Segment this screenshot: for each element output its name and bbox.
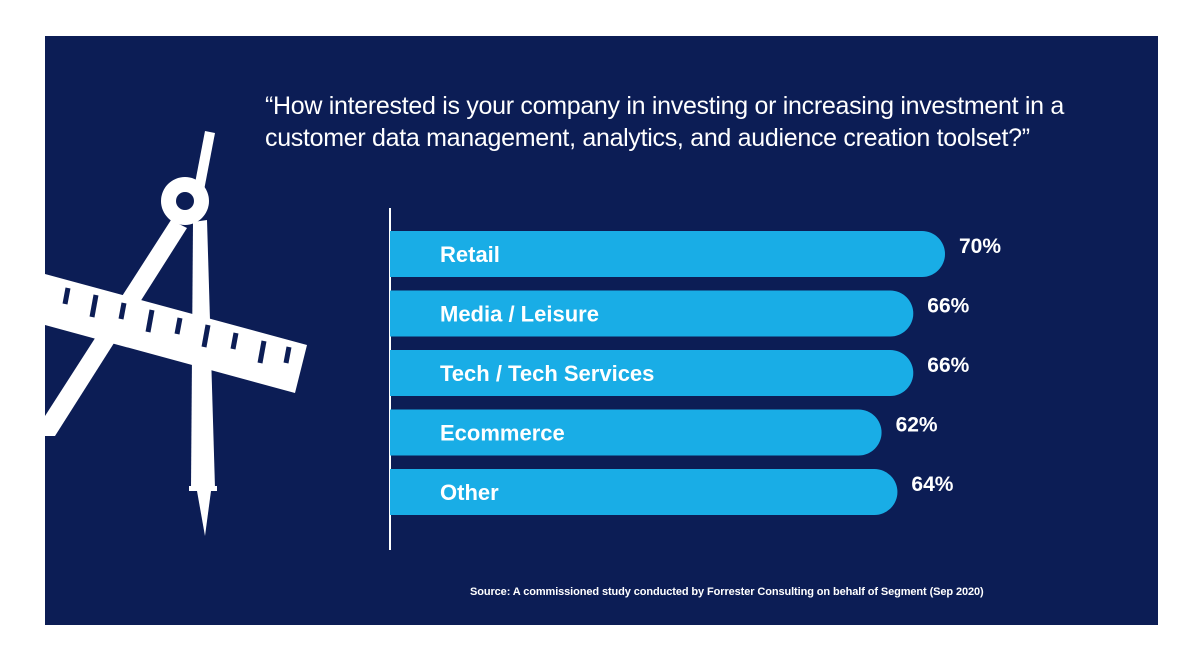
chart-title: “How interested is your company in inves… <box>265 92 1065 152</box>
category-label-2: Tech / Tech Services <box>440 361 654 386</box>
chart-panel: “How interested is your company in inves… <box>45 36 1158 625</box>
bar-1 <box>390 290 914 337</box>
category-label-1: Media / Leisure <box>440 302 599 327</box>
bar-chart: Retail 70% Media / Leisure 66% Tech / Tech S… <box>389 208 1001 550</box>
bar-3 <box>390 409 882 456</box>
value-label-2: 66% <box>927 354 969 377</box>
category-label-3: Ecommerce <box>440 421 565 446</box>
category-label-0: Retail <box>440 242 500 267</box>
ruler-icon <box>45 274 307 393</box>
value-label-3: 62% <box>896 414 938 437</box>
category-label-4: Other <box>440 480 499 505</box>
drafting-compass-icon <box>45 131 307 536</box>
value-label-0: 70% <box>959 235 1001 258</box>
bar-0 <box>390 231 945 277</box>
bar-4 <box>390 469 898 515</box>
value-label-1: 66% <box>927 295 969 318</box>
value-label-4: 64% <box>911 473 953 496</box>
source-note: Source: A commissioned study conducted b… <box>470 586 984 598</box>
bar-2 <box>390 350 914 396</box>
